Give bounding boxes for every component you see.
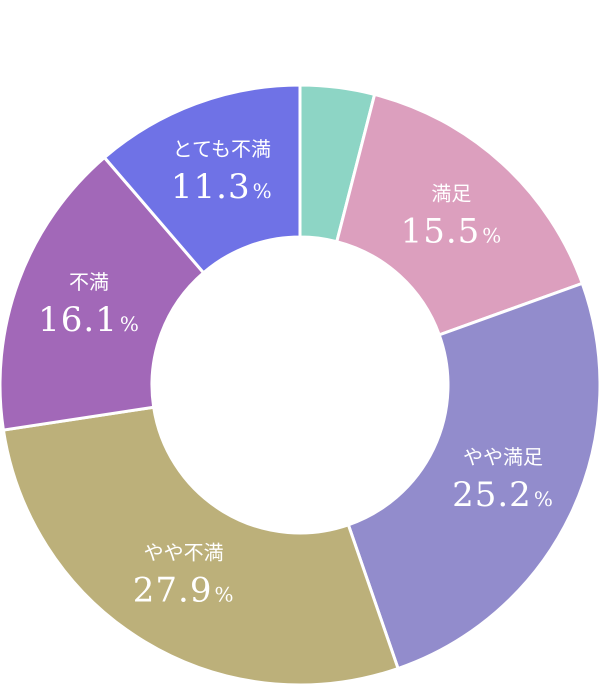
slice-5-category-label: 不満: [69, 270, 109, 294]
slices-group: [0, 83, 600, 685]
slice-5-value-label: 16.1%: [38, 300, 140, 340]
slice-4-value-label: 27.9%: [133, 571, 235, 611]
slice-2: [334, 92, 585, 337]
slice-3-value-label: 25.2%: [452, 475, 554, 515]
slice-4-category-label: やや不満: [144, 541, 224, 565]
slice-2-value-label: 15.5%: [401, 212, 503, 252]
slice-6-category-label: とても不満: [173, 137, 271, 161]
slice-3-category-label: やや満足: [463, 445, 543, 469]
slice-6: [102, 83, 302, 275]
slice-6-value-label: 11.3%: [171, 167, 273, 207]
labels-group: 満足 15.5 % やや満足 25.2% やや不満 27.9% 不満 16.1 % とても不満 11.…: [38, 137, 554, 611]
slice-5: [0, 155, 206, 432]
slice-3: [346, 281, 600, 671]
slice-4: [1, 405, 400, 685]
slice-2-category-label: 満足: [431, 182, 471, 206]
